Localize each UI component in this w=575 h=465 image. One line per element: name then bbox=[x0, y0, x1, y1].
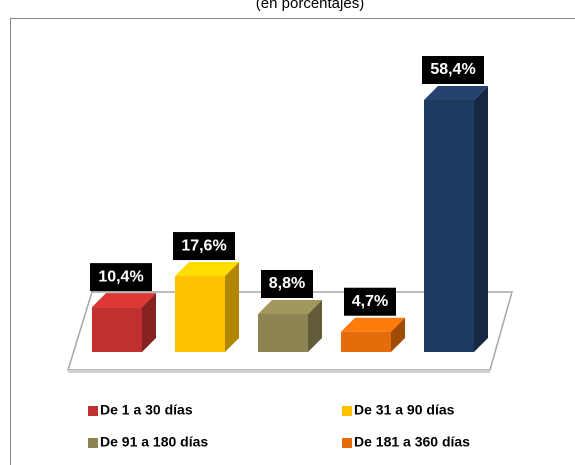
bar-top bbox=[175, 262, 239, 277]
bar-side bbox=[225, 262, 239, 352]
bar bbox=[258, 314, 308, 352]
legend-label: De 1 a 30 días bbox=[100, 402, 193, 418]
bar-side bbox=[474, 86, 488, 352]
chart-border bbox=[10, 18, 575, 465]
value-label: 4,7% bbox=[352, 293, 388, 310]
value-label-box bbox=[261, 270, 313, 299]
legend-swatch bbox=[88, 406, 98, 416]
legend-label: De 91 a 180 días bbox=[100, 434, 208, 450]
value-label-box bbox=[422, 56, 484, 84]
legend-swatch bbox=[88, 438, 98, 448]
legend-label: De 31 a 90 días bbox=[354, 402, 455, 418]
bar-top bbox=[92, 293, 156, 308]
value-label-box bbox=[344, 287, 396, 316]
bar bbox=[175, 276, 225, 352]
bar bbox=[341, 331, 391, 352]
floor-edge bbox=[68, 370, 490, 373]
bar-top bbox=[258, 300, 322, 315]
value-label: 8,8% bbox=[269, 275, 305, 292]
value-label-box bbox=[90, 263, 152, 292]
bar-top bbox=[424, 86, 488, 100]
legend-label: De 181 a 360 días bbox=[354, 434, 470, 450]
bar-side bbox=[308, 300, 322, 352]
bar bbox=[424, 100, 474, 352]
bar bbox=[92, 307, 142, 352]
value-label: 58,4% bbox=[430, 61, 475, 78]
bar-side bbox=[142, 293, 156, 352]
bar-side bbox=[391, 317, 405, 352]
value-label: 17,6% bbox=[181, 237, 226, 254]
legend-swatch bbox=[342, 406, 352, 416]
bar-top bbox=[341, 317, 405, 332]
value-label-box bbox=[173, 232, 235, 261]
chart-title: (en porcentajes) bbox=[256, 0, 364, 12]
value-label: 10,4% bbox=[98, 268, 143, 285]
legend-swatch bbox=[342, 438, 352, 448]
